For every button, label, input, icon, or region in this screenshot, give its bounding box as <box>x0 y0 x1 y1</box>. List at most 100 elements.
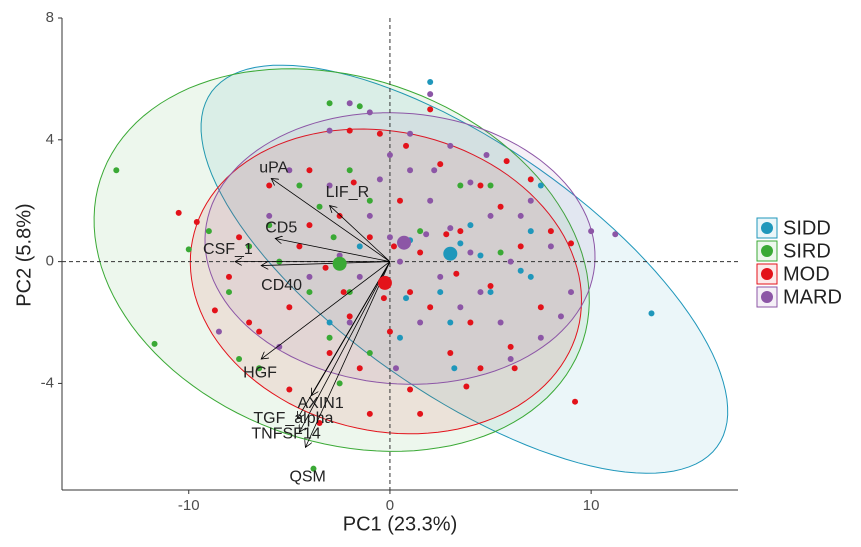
data-point <box>316 203 323 210</box>
data-point <box>443 231 450 238</box>
data-point <box>205 228 212 235</box>
data-point <box>447 142 454 149</box>
data-point <box>246 319 253 326</box>
data-point <box>256 328 263 335</box>
loading-arrow <box>261 261 391 359</box>
data-point <box>350 179 357 186</box>
data-point <box>346 319 353 326</box>
data-point <box>487 289 494 296</box>
data-point <box>453 270 460 277</box>
data-point <box>507 258 514 265</box>
data-point <box>380 295 387 302</box>
data-point <box>340 289 347 296</box>
data-point <box>397 334 403 341</box>
data-point <box>306 289 313 296</box>
data-point <box>346 127 353 134</box>
data-point <box>306 167 313 174</box>
data-point <box>266 182 273 189</box>
data-point <box>427 304 434 311</box>
loading-arrow <box>330 206 391 262</box>
data-point <box>572 398 579 405</box>
centroid <box>443 246 458 261</box>
data-point <box>467 319 474 326</box>
data-point <box>477 252 484 259</box>
data-point <box>437 289 444 296</box>
data-point <box>423 231 430 238</box>
data-point <box>507 356 514 363</box>
loading-arrow <box>299 261 391 433</box>
data-point <box>397 258 403 265</box>
loading-label: LIF_R <box>326 184 370 201</box>
centroid <box>397 235 412 250</box>
data-point <box>447 349 454 356</box>
data-point <box>457 240 464 247</box>
data-point <box>417 410 424 417</box>
x-tick-label: 0 <box>386 497 394 514</box>
data-point <box>527 228 534 235</box>
data-point <box>507 343 514 350</box>
data-point <box>322 264 329 271</box>
data-point <box>477 365 484 372</box>
data-point <box>366 234 373 241</box>
data-point <box>467 249 474 256</box>
data-point <box>403 295 410 302</box>
data-point <box>326 349 333 356</box>
data-point <box>376 130 383 137</box>
data-point <box>151 340 158 347</box>
data-point <box>286 167 293 174</box>
centroid <box>377 275 392 290</box>
legend-marker <box>761 291 773 303</box>
data-point <box>193 219 200 226</box>
data-point <box>286 304 293 311</box>
data-point <box>326 319 333 326</box>
data-point <box>336 380 343 387</box>
data-point <box>427 78 434 85</box>
data-point <box>336 212 343 219</box>
data-point <box>477 182 484 189</box>
data-point <box>326 127 333 134</box>
data-point <box>427 106 434 113</box>
data-point <box>185 246 192 253</box>
x-axis-title: PC1 (23.3%) <box>343 513 458 535</box>
data-point <box>557 313 564 320</box>
data-point <box>326 100 333 107</box>
loading-label: QSM <box>289 469 325 486</box>
data-point <box>487 282 494 289</box>
data-point <box>503 158 510 165</box>
data-point <box>306 222 313 229</box>
data-point <box>437 161 444 168</box>
data-point <box>568 289 575 296</box>
data-point <box>366 212 373 219</box>
data-point <box>407 167 414 174</box>
data-point <box>366 197 373 204</box>
data-point <box>427 197 434 204</box>
confidence-ellipse <box>204 112 596 385</box>
y-axis-title: PC2 (5.8%) <box>13 203 35 306</box>
data-point <box>386 328 393 335</box>
data-point <box>397 197 403 204</box>
loading-label: HGF <box>243 364 277 381</box>
data-point <box>246 243 253 250</box>
loading-label: TGF_alpha <box>253 410 333 427</box>
data-point <box>537 182 544 189</box>
loading-label: uPA <box>259 160 288 177</box>
x-tick-label: 10 <box>583 497 600 514</box>
legend-marker <box>761 245 773 257</box>
data-point <box>356 103 363 110</box>
data-point <box>390 243 397 250</box>
data-point <box>537 304 544 311</box>
legend-label: MOD <box>783 263 830 285</box>
data-point <box>517 212 524 219</box>
data-point <box>487 182 494 189</box>
data-point <box>477 289 484 296</box>
data-point <box>310 465 317 472</box>
data-point <box>517 243 524 250</box>
loading-label: CD40 <box>261 277 302 294</box>
data-point <box>296 243 303 250</box>
data-point <box>648 310 655 317</box>
legend-label: SIDD <box>783 217 831 239</box>
data-point <box>326 182 333 189</box>
data-point <box>457 228 464 235</box>
data-point <box>527 273 534 280</box>
